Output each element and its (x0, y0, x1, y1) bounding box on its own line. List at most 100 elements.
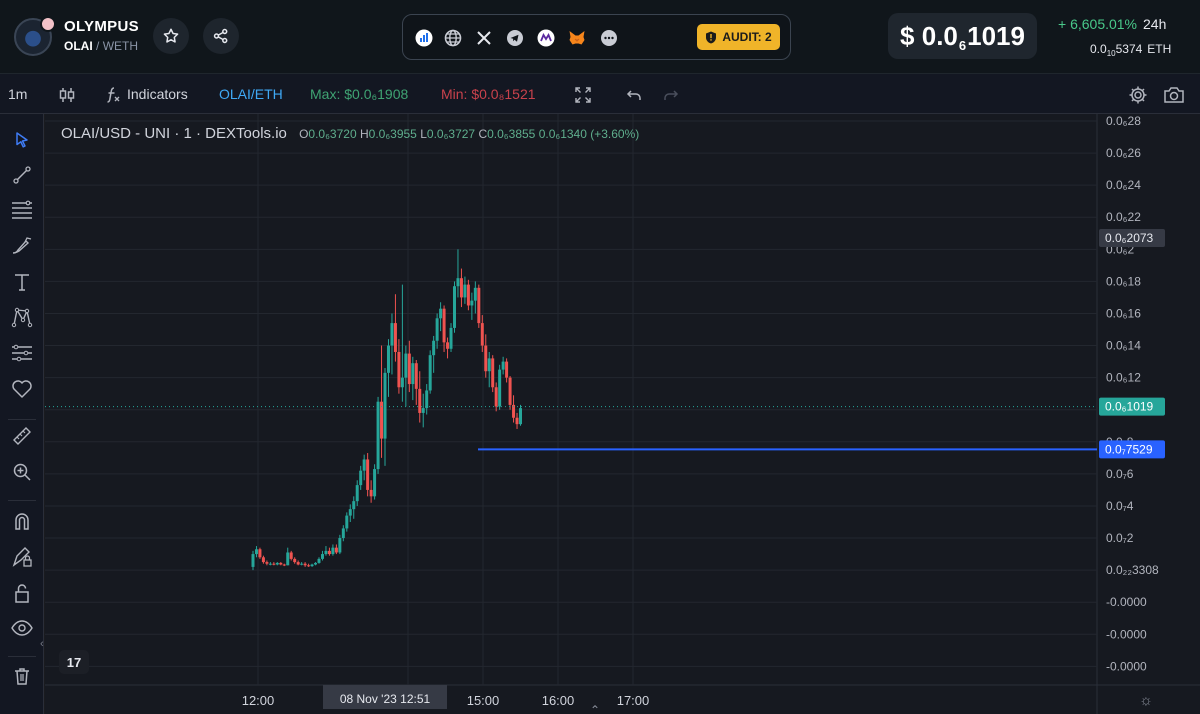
indicators-button[interactable]: Indicators (127, 86, 188, 102)
chart-canvas[interactable]: 0.0₆280.0₆260.0₆240.0₆220.0₆20.0₆180.0₆1… (45, 114, 1200, 714)
candle-body (300, 563, 304, 565)
y-tick-label: 0.0₆12 (1106, 371, 1141, 385)
candle-body (439, 308, 443, 319)
share-button[interactable] (203, 18, 239, 54)
telegram-icon[interactable] (506, 29, 524, 47)
globe-icon[interactable] (444, 29, 462, 47)
eye-icon[interactable] (10, 616, 34, 640)
app-icon[interactable] (537, 29, 555, 47)
dextools-icon[interactable] (415, 29, 433, 47)
star-icon (163, 28, 179, 43)
favorite-button[interactable] (153, 18, 189, 54)
candle-body (449, 327, 453, 349)
candle-type-icon[interactable] (56, 84, 78, 106)
low-value: 0.0₆3727 (426, 127, 476, 141)
crosshair-time-label: 08 Nov '23 12:51 (340, 692, 431, 706)
plot-area (45, 114, 1097, 685)
candle-body (432, 340, 436, 356)
y-tick-label: -0.0000 (1106, 595, 1147, 609)
candle-body (397, 351, 401, 388)
candle-body (268, 563, 272, 565)
tradingview-logo (59, 650, 89, 674)
candle-body (508, 377, 512, 405)
candle-body (254, 549, 258, 555)
candle-body (473, 287, 477, 301)
x-tick-label: 17:00 (617, 693, 650, 708)
candle-body (338, 538, 342, 553)
unlock-icon[interactable] (10, 581, 34, 605)
candle-body (261, 557, 265, 563)
x-tick-label: 16:00 (542, 693, 575, 708)
interval-selector[interactable]: 1m (8, 86, 28, 102)
candle-body (421, 408, 425, 413)
candle-body (380, 401, 384, 439)
eth-price: 0.0105374 ETH (1090, 42, 1171, 58)
y-tick-label: 0.0₇4 (1106, 499, 1134, 513)
camera-icon[interactable] (1163, 84, 1185, 106)
tools-divider (8, 419, 36, 420)
candle-body (373, 469, 377, 497)
settings-icon[interactable] (1127, 84, 1149, 106)
candle-body (369, 489, 373, 497)
share-icon (213, 28, 228, 44)
trash-icon[interactable] (10, 664, 34, 688)
candle-body (251, 554, 255, 567)
candle-body (307, 565, 311, 567)
candle-body (345, 515, 349, 529)
ohlc-readout: O0.0₆3720 H0.0₆3955 L0.0₆3727 C0.0₆3855 … (299, 127, 640, 141)
price-digits: 1019 (967, 20, 1025, 51)
metamask-icon[interactable] (568, 29, 586, 47)
candle-body (366, 459, 370, 490)
trend-line-icon[interactable] (10, 163, 34, 187)
ruler-icon[interactable] (10, 424, 34, 448)
fullscreen-icon[interactable] (572, 84, 594, 106)
audit-badge[interactable]: AUDIT: 2 (697, 24, 780, 50)
cursor-icon[interactable] (10, 128, 34, 152)
heart-icon[interactable] (10, 377, 34, 401)
last-price-label: 0.0₆1019 (1105, 400, 1154, 414)
candle-body (452, 286, 456, 328)
prediction-icon[interactable] (10, 341, 34, 365)
text-tool-icon[interactable] (10, 270, 34, 294)
indicators-icon[interactable] (102, 84, 124, 106)
candle-body (512, 404, 516, 418)
price-change: + 6,605.01% 24h (1058, 16, 1166, 32)
candle-body (491, 358, 495, 388)
candle-body (480, 323, 484, 346)
collapse-toolbar-icon[interactable]: ‹ (40, 638, 44, 650)
chain-badge-icon (40, 16, 56, 32)
candle-body (265, 562, 269, 564)
pattern-icon[interactable] (10, 305, 34, 329)
candle-body (296, 562, 300, 565)
tools-divider (8, 500, 36, 501)
horizontal-ray-label: 0.0₇7529 (1105, 442, 1153, 456)
close-value: 0.0₆3855 (487, 127, 536, 141)
price-chart[interactable]: 0.0₆28 0.0₆26 0.0₆24 0.0₆22 0.0₆2 0.0₆18 0.0₆1… (45, 114, 1200, 714)
candle-body (463, 284, 467, 298)
zoom-in-icon[interactable] (10, 460, 34, 484)
base-symbol: OLAI (64, 39, 93, 53)
candle-body (390, 323, 394, 346)
lock-drawing-icon[interactable] (10, 545, 34, 569)
crosshair-time-box (323, 685, 447, 709)
pair-toggle[interactable]: OLAI/ETH (219, 86, 283, 102)
candle-body (272, 563, 276, 565)
candle-body (470, 300, 474, 306)
quote-symbol: WETH (102, 39, 139, 53)
redo-icon[interactable] (660, 84, 682, 106)
candle-body (466, 284, 470, 306)
more-icon[interactable] (600, 29, 618, 47)
candle-body (418, 388, 422, 413)
undo-icon[interactable] (623, 84, 645, 106)
candle-body (435, 318, 439, 341)
y-tick-label: 0.0₇2 (1106, 531, 1134, 545)
y-tick-label: 0.0₆22 (1106, 210, 1141, 224)
magnet-icon[interactable] (10, 509, 34, 533)
fib-retracement-icon[interactable] (10, 198, 34, 222)
brush-icon[interactable] (10, 234, 34, 258)
candle-body (327, 550, 331, 555)
eth-price-digits: 5374 (1115, 42, 1143, 56)
x-icon[interactable] (475, 29, 493, 47)
y-tick-label: 0.0₂₂3308 (1106, 563, 1159, 577)
y-tick-label: 0.0₆28 (1106, 114, 1141, 128)
